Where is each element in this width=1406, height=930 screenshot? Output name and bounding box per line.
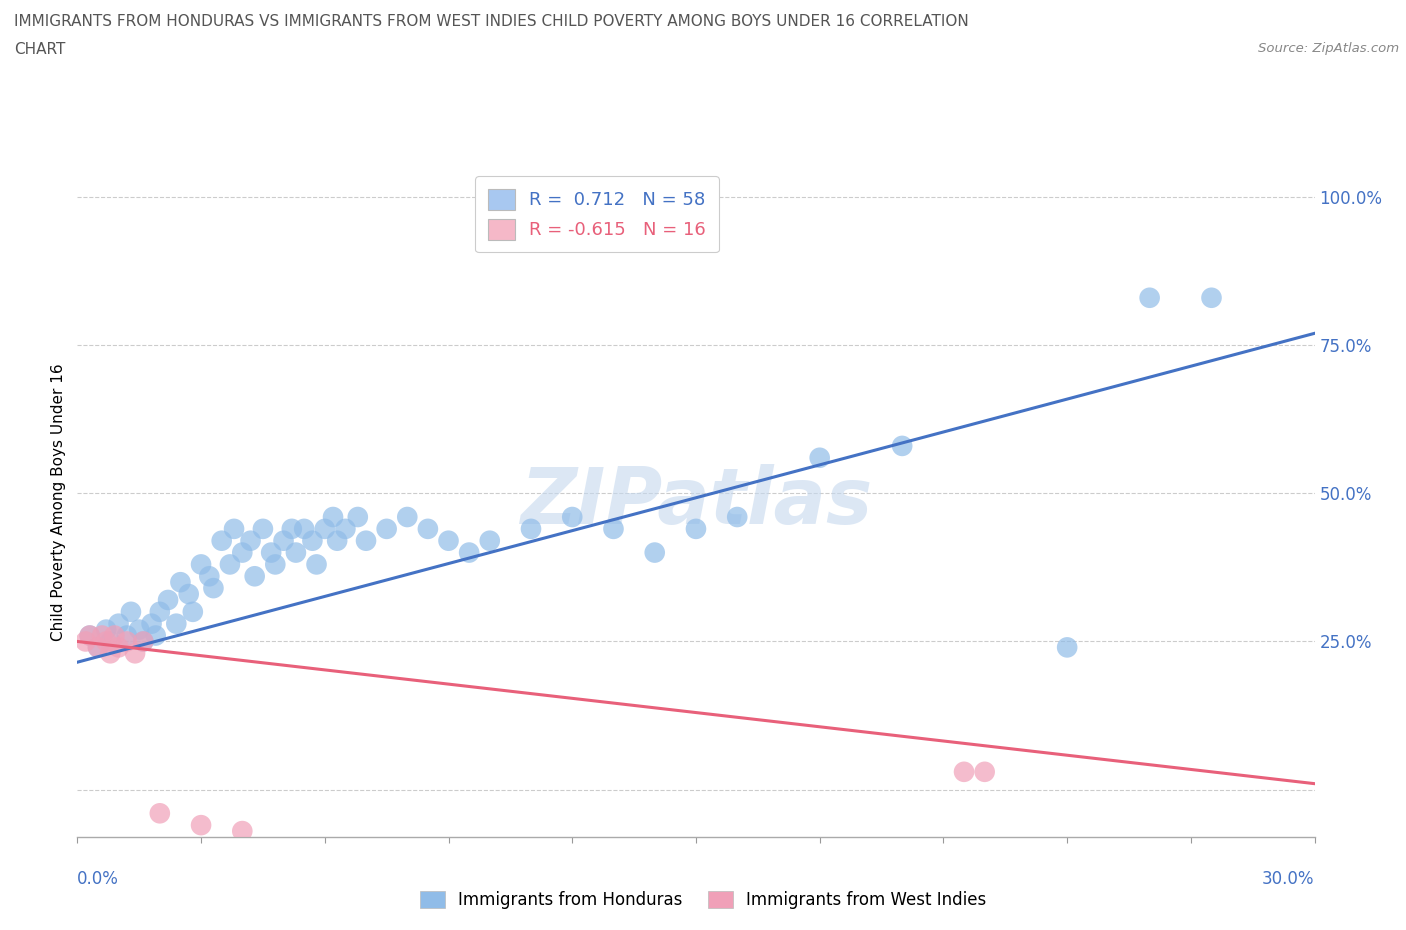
Point [314,522,336,537]
Text: ZIPatlas: ZIPatlas [520,464,872,540]
Point [284,545,307,560]
Text: Source: ZipAtlas.com: Source: ZipAtlas.com [1258,42,1399,55]
Point [149,806,172,821]
Point [346,510,368,525]
Point [132,634,155,649]
Point [87,640,110,655]
Point [239,533,262,548]
Point [953,764,976,779]
Point [198,569,221,584]
Point [808,450,831,465]
Text: IMMIGRANTS FROM HONDURAS VS IMMIGRANTS FROM WEST INDIES CHILD POVERTY AMONG BOYS: IMMIGRANTS FROM HONDURAS VS IMMIGRANTS F… [14,14,969,29]
Point [115,634,138,649]
Point [128,622,150,637]
Point [98,634,121,649]
Point [602,522,624,537]
Point [335,522,357,537]
Point [685,522,707,537]
Point [458,545,481,560]
Point [96,634,118,649]
Point [120,604,142,619]
Point [211,533,233,548]
Point [301,533,323,548]
Point [305,557,328,572]
Point [478,533,501,548]
Point [219,557,242,572]
Point [157,592,180,607]
Point [322,510,344,525]
Point [891,438,914,453]
Point [145,628,167,643]
Point [281,522,304,537]
Point [149,604,172,619]
Point [1056,640,1078,655]
Point [181,604,204,619]
Point [115,628,138,643]
Point [644,545,666,560]
Point [973,764,995,779]
Point [87,640,110,655]
Point [292,522,315,537]
Point [561,510,583,525]
Point [103,628,125,643]
Point [231,545,253,560]
Point [520,522,543,537]
Point [91,628,114,643]
Point [1201,290,1223,305]
Point [375,522,398,537]
Point [416,522,439,537]
Point [1139,290,1161,305]
Point [79,628,101,643]
Point [96,622,118,637]
Point [354,533,377,548]
Point [75,634,97,649]
Point [260,545,283,560]
Point [222,522,245,537]
Point [264,557,287,572]
Point [252,522,274,537]
Point [437,533,460,548]
Point [169,575,191,590]
Point [98,645,121,660]
Text: 30.0%: 30.0% [1263,870,1315,887]
Legend: R =  0.712   N = 58, R = -0.615   N = 16: R = 0.712 N = 58, R = -0.615 N = 16 [475,177,718,252]
Point [132,634,155,649]
Point [141,617,163,631]
Point [190,817,212,832]
Point [177,587,200,602]
Point [124,645,146,660]
Point [243,569,266,584]
Point [190,557,212,572]
Point [273,533,295,548]
Point [107,640,129,655]
Point [79,628,101,643]
Text: 0.0%: 0.0% [77,870,120,887]
Point [202,580,225,595]
Point [231,824,253,839]
Point [165,617,187,631]
Point [326,533,349,548]
Point [725,510,748,525]
Point [396,510,419,525]
Point [107,617,129,631]
Legend: Immigrants from Honduras, Immigrants from West Indies: Immigrants from Honduras, Immigrants fro… [412,883,994,917]
Y-axis label: Child Poverty Among Boys Under 16: Child Poverty Among Boys Under 16 [51,364,66,641]
Text: CHART: CHART [14,42,66,57]
